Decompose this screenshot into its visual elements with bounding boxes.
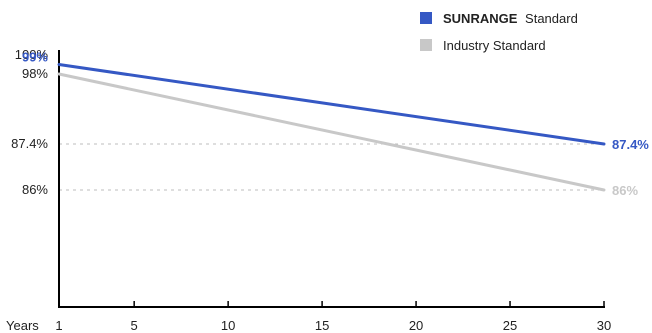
legend-label-sunrange-bold: SUNRANGE bbox=[443, 11, 518, 26]
x-tick-label: 15 bbox=[315, 318, 329, 333]
series-line-industry bbox=[57, 72, 606, 192]
x-tick-label: 5 bbox=[131, 318, 138, 333]
legend-swatch-sunrange bbox=[420, 12, 432, 24]
start-label-sunrange: 99% bbox=[22, 50, 48, 65]
y-tick-label: 86% bbox=[22, 182, 48, 197]
legend-label-sunrange-rest: Standard bbox=[525, 11, 578, 26]
end-label-sunrange: 87.4% bbox=[612, 137, 649, 152]
x-axis-label: Years bbox=[6, 318, 39, 333]
legend-label-industry: Industry Standard bbox=[443, 38, 546, 53]
y-tick-label: 98% bbox=[22, 66, 48, 81]
x-tick-label: 20 bbox=[409, 318, 423, 333]
x-tick-label: 1 bbox=[55, 318, 62, 333]
x-tick-label: 25 bbox=[503, 318, 517, 333]
y-tick-label: 100% bbox=[15, 47, 49, 62]
legend-label-sunrange: SUNRANGE Standard bbox=[443, 11, 578, 26]
y-tick-label: 87.4% bbox=[11, 136, 48, 151]
x-tick-label: 10 bbox=[221, 318, 235, 333]
series-line-sunrange bbox=[57, 63, 606, 146]
end-label-industry: 86% bbox=[612, 183, 638, 198]
legend-swatch-industry bbox=[420, 39, 432, 51]
plot-area: 1 5 10 15 20 25 30Years100%98%87.4%86%99%87.4%… bbox=[6, 47, 649, 333]
legend: SUNRANGE Standard Industry Standard bbox=[420, 11, 578, 53]
x-tick-label: 30 bbox=[597, 318, 611, 333]
